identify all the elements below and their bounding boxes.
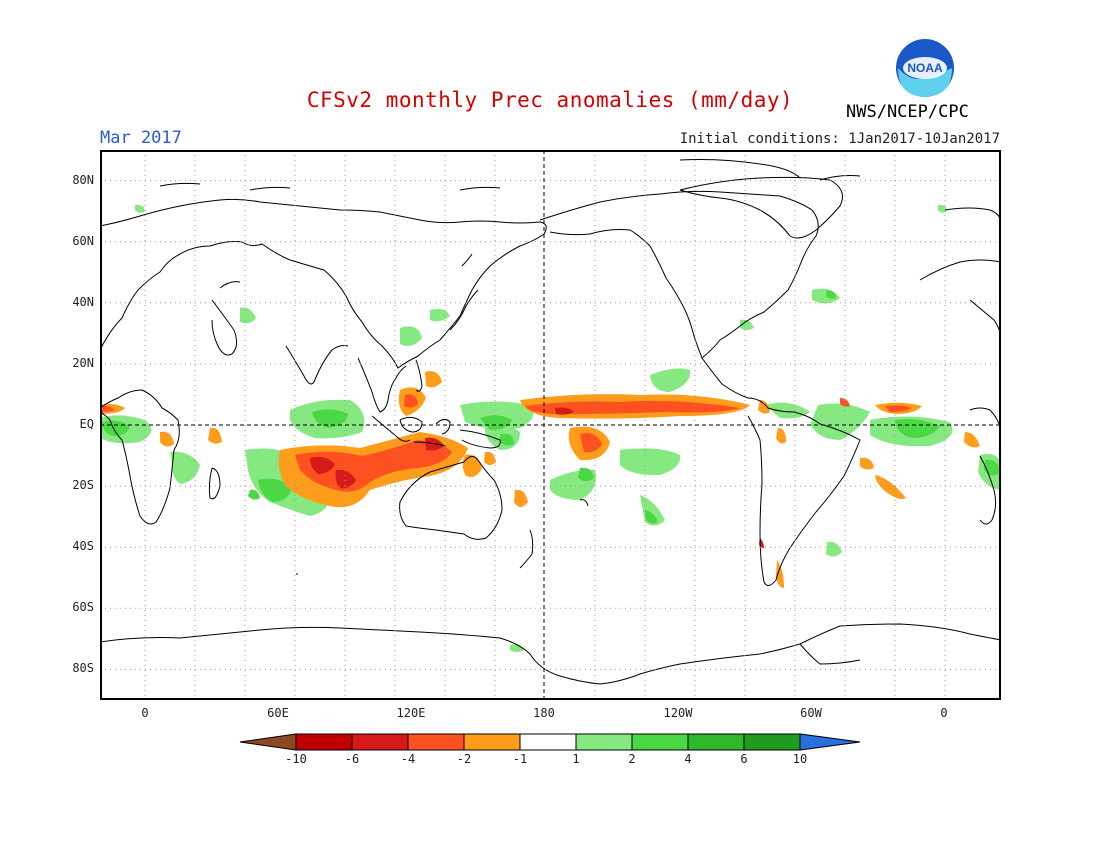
colorbar-segment — [687, 733, 745, 751]
colorbar-label: -2 — [456, 752, 472, 766]
lat-label: 20S — [72, 478, 94, 492]
colorbar-label: -6 — [344, 752, 360, 766]
colorbar-label: 4 — [684, 752, 692, 766]
coastlines — [99, 159, 1002, 685]
colorbar-segment — [575, 733, 633, 751]
initial-conditions: Initial conditions: 1Jan2017-10Jan2017 — [679, 131, 1000, 147]
colorbar-segment — [799, 733, 861, 751]
lon-label: 0 — [940, 706, 948, 720]
colorbar-segment — [351, 733, 409, 751]
lon-label: 120E — [396, 706, 426, 720]
colorbar-segment — [463, 733, 521, 751]
lat-label: 60S — [72, 600, 94, 614]
colorbar-segment — [295, 733, 353, 751]
lat-label: 40N — [72, 295, 94, 309]
precip-anomaly-map — [99, 150, 1002, 700]
lon-label: 60W — [800, 706, 822, 720]
colorbar-segment — [743, 733, 801, 751]
lat-label: 80N — [72, 173, 94, 187]
map-frame — [100, 150, 1001, 700]
colorbar-label: -4 — [400, 752, 416, 766]
colorbar-label: -1 — [512, 752, 528, 766]
lon-label: 180 — [533, 706, 555, 720]
colorbar-segment — [519, 733, 577, 751]
colorbar-label: 10 — [792, 752, 808, 766]
lat-label: 20N — [72, 356, 94, 370]
colorbar-label: 1 — [572, 752, 580, 766]
lon-label: 60E — [267, 706, 289, 720]
colorbar-segment — [631, 733, 689, 751]
chart-title: CFSv2 monthly Prec anomalies (mm/day) — [306, 88, 794, 112]
anomaly-patches — [100, 204, 1001, 652]
lat-label: 60N — [72, 234, 94, 248]
agency-label: NWS/NCEP/CPC — [846, 102, 969, 122]
lat-label: 40S — [72, 539, 94, 553]
colorbar-label: 6 — [740, 752, 748, 766]
lon-label: 120W — [663, 706, 693, 720]
forecast-month: Mar 2017 — [100, 128, 182, 148]
lat-label: EQ — [79, 417, 94, 431]
colorbar-segment — [239, 733, 297, 751]
noaa-logo: NOAA — [895, 38, 955, 98]
colorbar-label: 2 — [628, 752, 636, 766]
lon-label: 0 — [141, 706, 149, 720]
colorbar-label: -10 — [285, 752, 307, 766]
logo-text: NOAA — [907, 61, 943, 75]
lat-label: 80S — [72, 661, 94, 675]
colorbar — [238, 732, 863, 752]
colorbar-segment — [407, 733, 465, 751]
